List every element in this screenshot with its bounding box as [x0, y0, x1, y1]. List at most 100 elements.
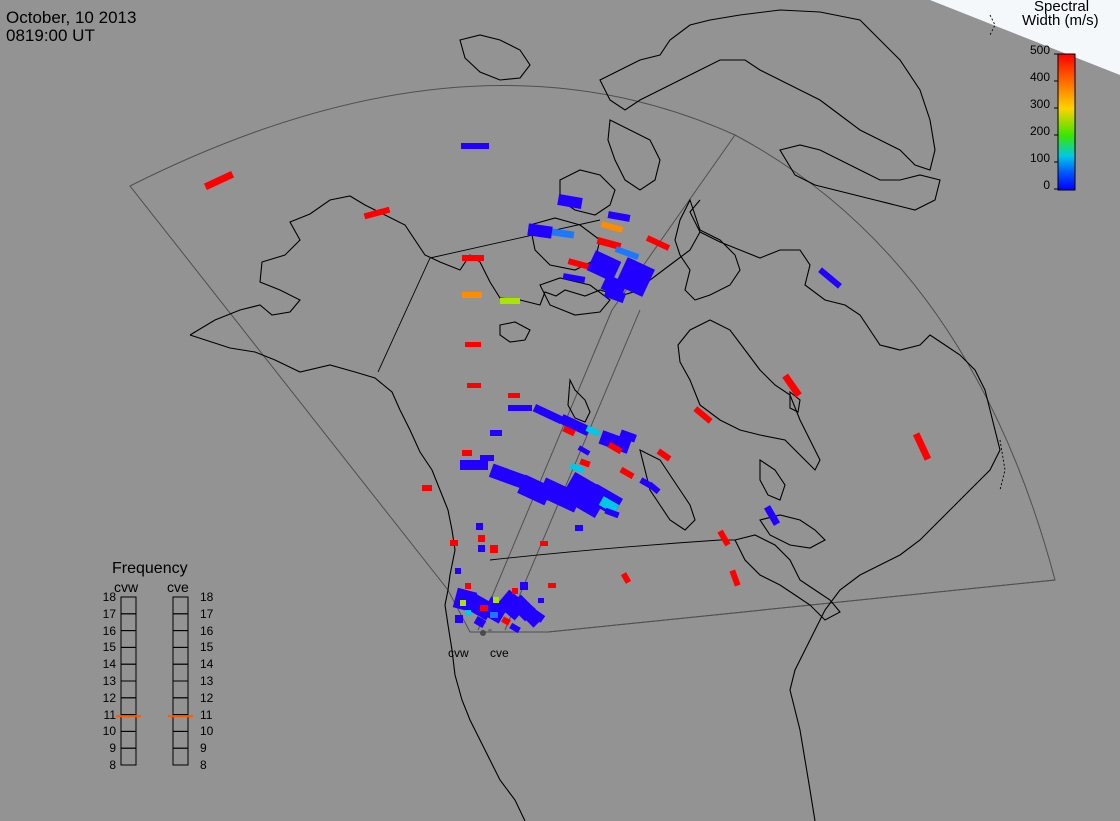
radar-echo-cell — [490, 430, 502, 436]
colorbar-title: Spectral — [1034, 0, 1090, 15]
time-label: 0819:00 UT — [6, 26, 95, 45]
radar-echoes — [203, 143, 932, 634]
radar-echo-cell — [600, 221, 624, 233]
frequency-gauge-cell — [120, 697, 137, 716]
radar-echo-cell — [729, 569, 741, 587]
radar-echo-cell — [465, 583, 471, 589]
frequency-gauge-cell — [172, 680, 189, 699]
radar-echo-cell — [508, 405, 532, 411]
radar-echo-cell — [493, 597, 499, 603]
radar-echo-cell — [524, 602, 536, 614]
radar-echo-cell — [586, 250, 622, 282]
frequency-tick-label: 12 — [102, 690, 116, 705]
frequency-title: Frequency — [112, 560, 188, 577]
radar-echo-cell — [512, 588, 518, 594]
frequency-gauge-cell — [172, 613, 189, 632]
radar-echo-cell — [363, 206, 391, 220]
radar-echo-cell — [548, 583, 556, 588]
radar-echo-cell — [462, 292, 482, 298]
radar-echo-cell — [620, 572, 632, 584]
radar-echo-cell — [509, 622, 521, 634]
radar-echo-cell — [647, 481, 661, 495]
frequency-tick-label: 18 — [200, 590, 214, 604]
radar-echo-cell — [596, 237, 622, 250]
frequency-tick-label: 16 — [102, 623, 116, 638]
coastlines — [189, 9, 1006, 821]
radar-echo-cell — [501, 616, 511, 626]
radar-echo-cell — [603, 286, 627, 304]
radar-echo-cell — [557, 193, 583, 210]
radar-echo-cell — [500, 298, 520, 304]
radar-echo-cell — [607, 441, 623, 455]
frequency-tick-label: 15 — [200, 640, 214, 655]
radar-echo-cell — [203, 170, 235, 191]
radar-echo-cell — [562, 273, 586, 283]
radar-echo-cell — [912, 432, 932, 461]
colorbar-tick-label: 400 — [1029, 70, 1050, 84]
frequency-gauge-cell — [172, 646, 189, 665]
radar-echo-cell — [450, 540, 458, 546]
radar-echo-cell — [455, 615, 463, 623]
frequency-gauge-cell — [120, 596, 137, 615]
frequency-gauge-cell — [120, 680, 137, 699]
frequency-tick-label: 10 — [102, 724, 116, 739]
site-label-cve: cve — [490, 646, 509, 660]
frequency-tick-label: 8 — [109, 758, 116, 772]
radar-echo-cell — [540, 541, 548, 546]
frequency-gauge-cell — [172, 630, 189, 648]
radar-echo-cell — [490, 545, 498, 553]
radar-echo-cell — [508, 393, 520, 398]
radar-echo-cell — [461, 143, 489, 149]
radar-echo-cell — [476, 523, 483, 530]
frequency-tick-label: 9 — [200, 741, 207, 756]
colorbar-tick-label: 300 — [1029, 97, 1050, 111]
site-label-cvw: cvw — [448, 646, 469, 660]
fov-outline — [129, 85, 1056, 633]
fov-beam-line — [547, 579, 1056, 633]
radar-echo-cell — [575, 525, 583, 531]
frequency-radar-label-cvw: cvw — [114, 579, 139, 595]
radar-echo-cell — [619, 466, 635, 480]
radar-echo-cell — [478, 545, 485, 552]
radar-echo-cell — [460, 600, 466, 606]
radar-echo-cell — [462, 450, 472, 456]
radar-echo-cell — [490, 612, 498, 618]
radar-echo-cell — [598, 430, 632, 454]
fov-beam-line — [477, 309, 613, 631]
radar-echo-cell — [645, 235, 671, 251]
radar-echo-cell — [614, 246, 640, 260]
radar-echo-cell — [530, 609, 546, 623]
radar-echo-cell — [480, 455, 494, 461]
radar-echo-cell — [763, 505, 781, 526]
radar-echo-cell — [562, 425, 576, 437]
radar-echo-cell — [619, 429, 637, 443]
frequency-gauge-cell — [120, 663, 137, 682]
radar-echo-cell — [527, 223, 553, 239]
frequency-tick-label: 17 — [200, 606, 214, 621]
frequency-tick-label: 12 — [200, 690, 214, 705]
radar-echo-cell — [604, 507, 620, 519]
frequency-tick-label: 17 — [102, 606, 116, 621]
frequency-gauge-cell — [172, 747, 189, 766]
radar-echo-cell — [460, 460, 488, 470]
radar-echo-cell — [782, 373, 802, 398]
radar-echo-cell — [538, 598, 544, 603]
radar-echo-cell — [818, 267, 842, 289]
radar-echo-cell — [532, 404, 564, 424]
frequency-tick-label: 13 — [200, 674, 214, 688]
radar-echo-cell — [478, 535, 485, 542]
radar-echo-cell — [467, 383, 481, 388]
frequency-gauge-cell — [120, 646, 137, 665]
radar-echo-cell — [519, 606, 541, 628]
frequency-tick-label: 11 — [200, 707, 213, 722]
frequency-tick-label: 13 — [102, 674, 116, 688]
frequency-gauge-cell — [172, 730, 189, 749]
radar-echo-cell — [462, 255, 484, 261]
frequency-gauges — [116, 596, 193, 766]
radar-echo-cell — [465, 342, 481, 347]
frequency-tick-label: 8 — [200, 758, 207, 772]
radar-echo-cell — [455, 568, 461, 574]
frequency-tick-label: 14 — [200, 657, 214, 672]
radar-echo-cell — [465, 610, 471, 616]
